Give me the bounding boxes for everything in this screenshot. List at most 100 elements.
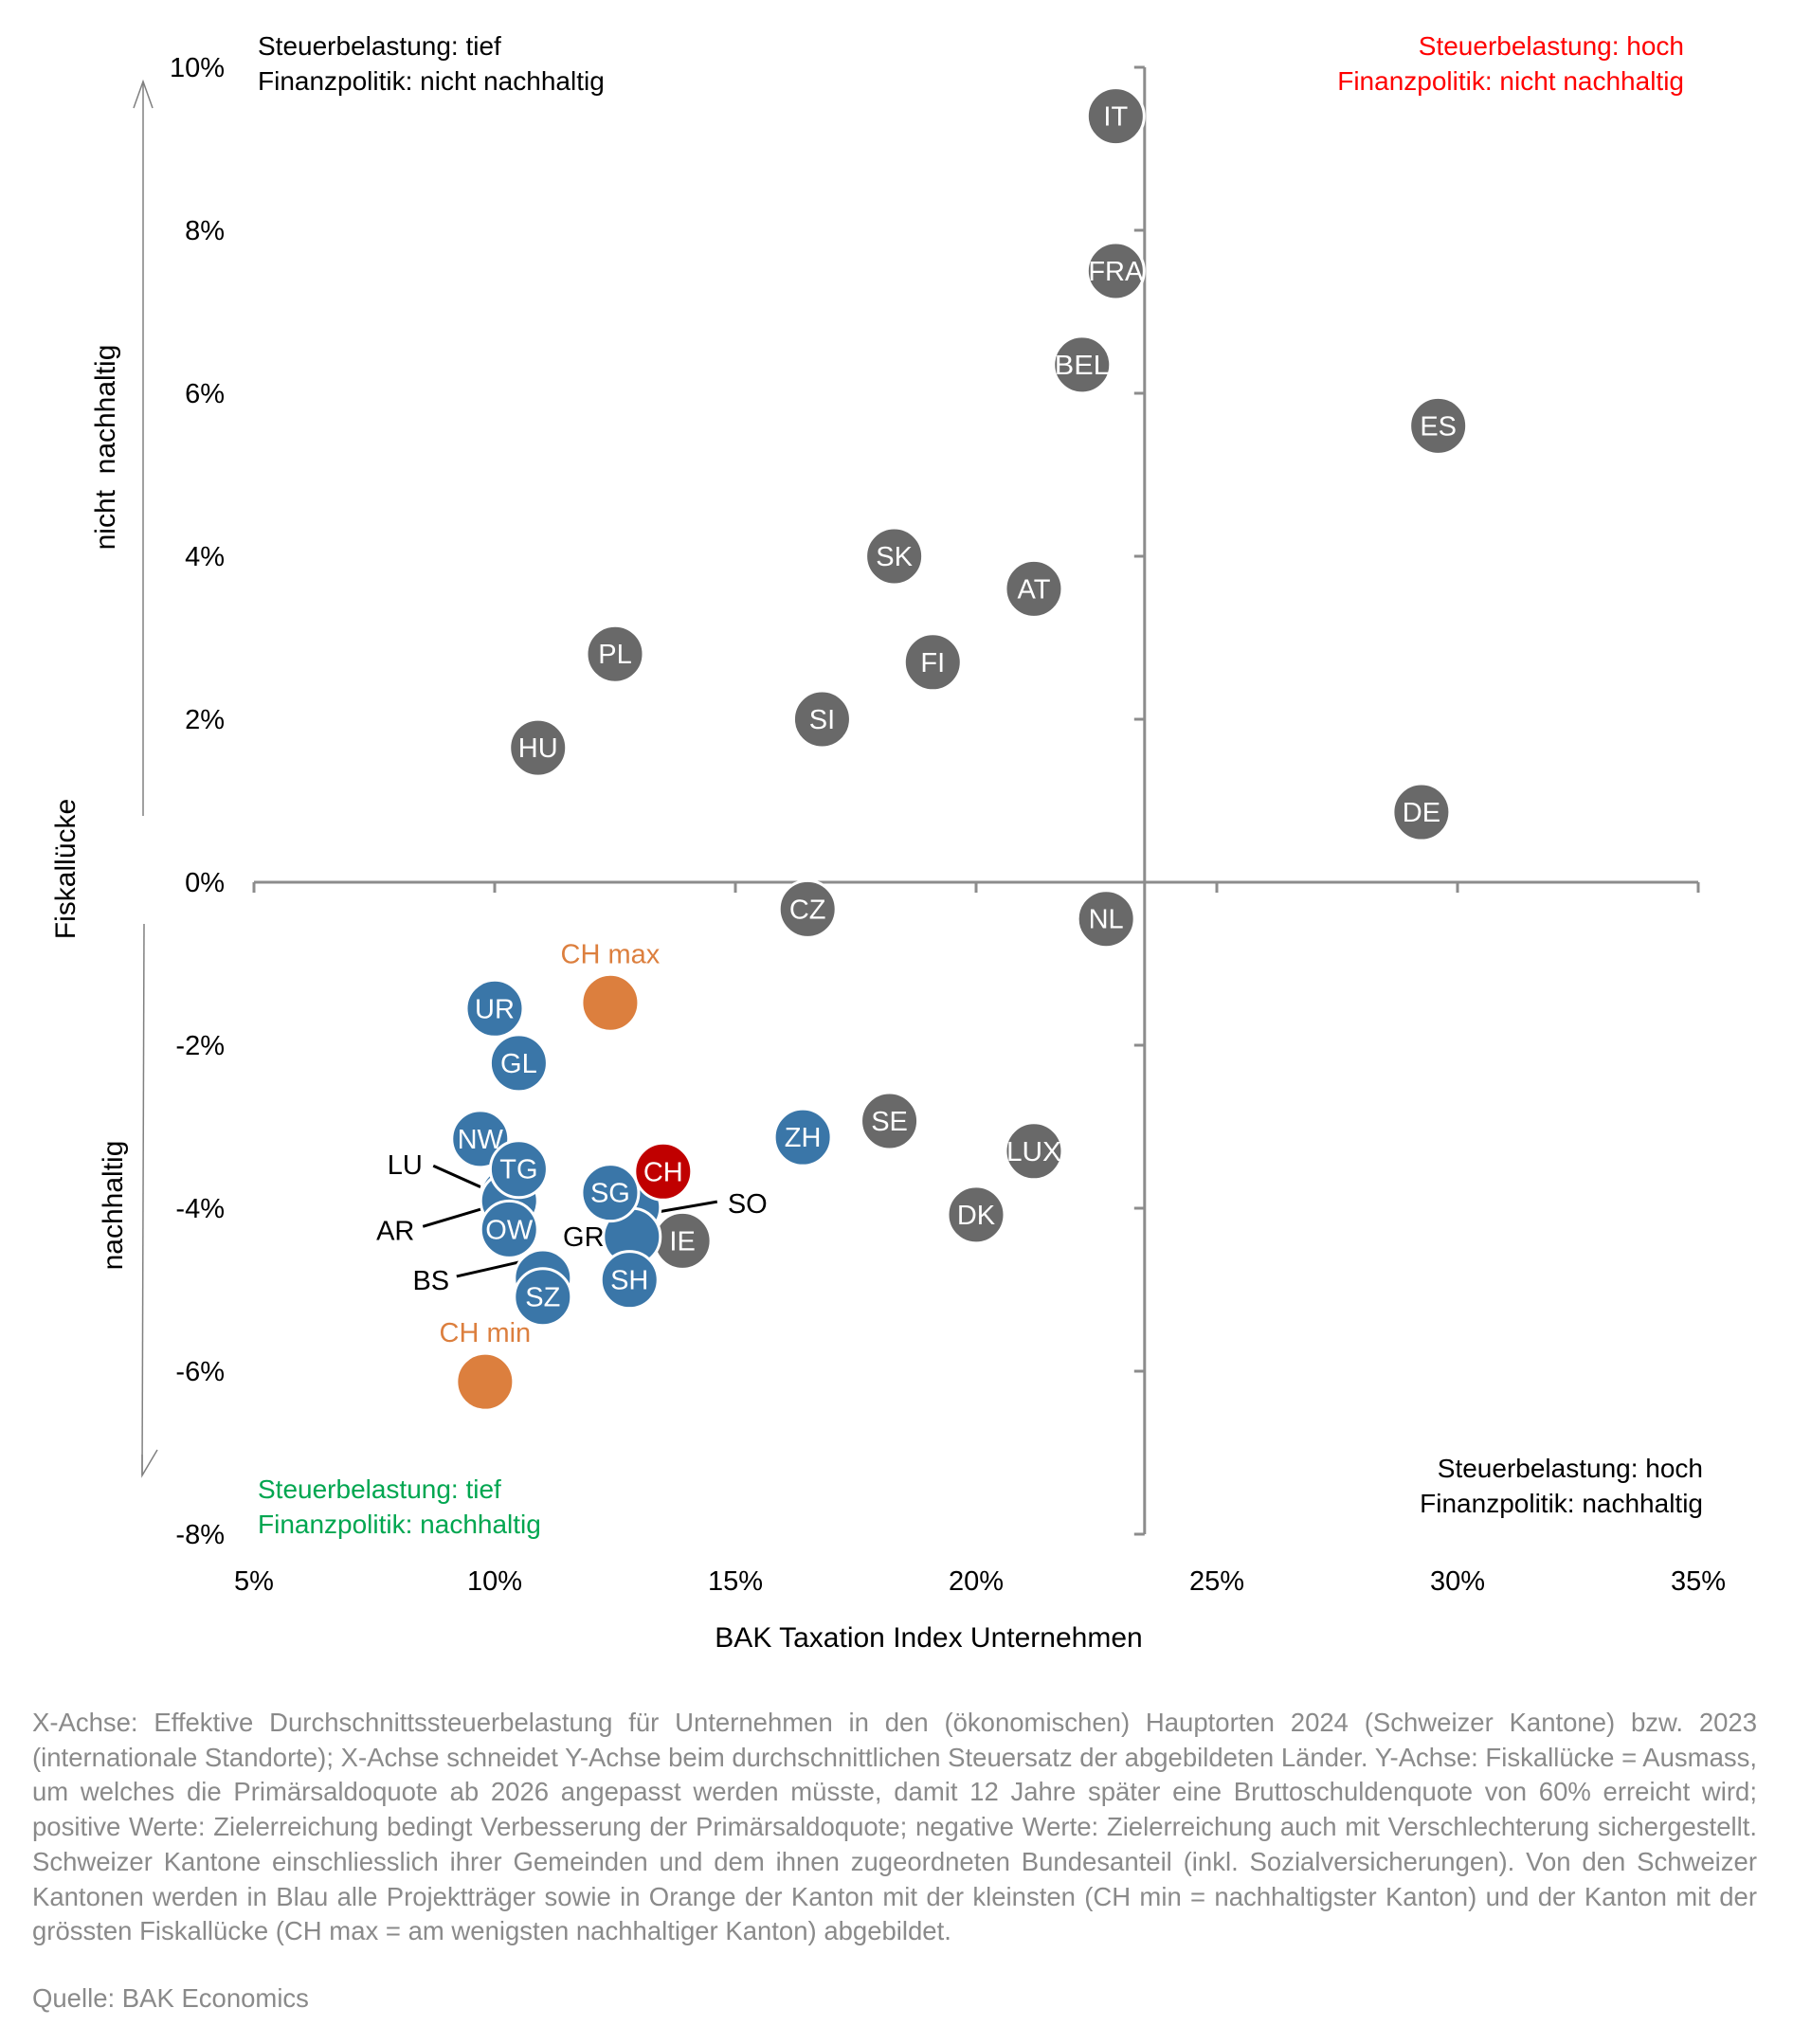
point-label: BEL: [1055, 351, 1110, 381]
quadrant-label-bottom-right: Steuerbelastung: hoch Finanzpolitik: nac…: [1420, 1451, 1703, 1521]
y-tick-label: 0%: [185, 868, 225, 898]
y-tick-label: 4%: [185, 542, 225, 572]
point-marker: [633, 1141, 694, 1202]
quadrant-br-line2: Finanzpolitik: nachhaltig: [1420, 1489, 1703, 1518]
point-sz: SZ: [513, 1267, 573, 1328]
y-tick-label: 10%: [170, 53, 225, 83]
footnote: X-Achse: Effektive Durchschnittssteuerbe…: [32, 1706, 1757, 1949]
point-label: IE: [669, 1226, 695, 1257]
callout-label-ar: AR: [376, 1216, 414, 1246]
point-label: DK: [957, 1201, 996, 1231]
x-axis-title: BAK Taxation Index Unternehmen: [715, 1622, 1143, 1654]
y-tick-label: 8%: [185, 216, 225, 246]
x-tick-label: 35%: [1671, 1566, 1726, 1597]
point-label: PL: [598, 640, 631, 670]
point-it: IT: [1085, 86, 1146, 147]
x-tick-label: 5%: [234, 1566, 274, 1597]
point-label: GL: [500, 1049, 537, 1079]
point-label: SE: [871, 1107, 908, 1137]
y-tick-label: 2%: [185, 705, 225, 735]
tick-labels: 5% 10% 15% 20% 25% 30% 35% 10% 8% 6% 4% 2% 0% -2% -4% -…: [170, 53, 1726, 1597]
callout-label-lu: LU: [388, 1150, 423, 1181]
y-tick-label: -2%: [175, 1031, 225, 1061]
y-tick-label: -8%: [175, 1520, 225, 1550]
quadrant-bl-line2: Finanzpolitik: nachhaltig: [258, 1510, 541, 1539]
point-ch: CH: [633, 1141, 694, 1202]
point-fra: FRA: [1085, 241, 1146, 301]
quadrant-label-bottom-left: Steuerbelastung: tief Finanzpolitik: nac…: [258, 1472, 541, 1542]
y-axis-title: Fiskallücke: [50, 798, 82, 940]
point-label: CH: [643, 1157, 683, 1187]
point-ow: OW: [479, 1199, 539, 1259]
axes: [252, 65, 1700, 1536]
point-label: DE: [1403, 798, 1440, 828]
callout-labels: LU AR SO GR BS: [376, 1150, 768, 1296]
source-note: Quelle: BAK Economics: [32, 1983, 309, 2013]
x-tick-label: 20%: [949, 1566, 1004, 1597]
quadrant-label-top-right: Steuerbelastung: hoch Finanzpolitik: nic…: [1337, 28, 1684, 99]
point-label: IT: [1103, 102, 1128, 133]
point-sg: SG: [580, 1163, 641, 1223]
point-label: SI: [809, 705, 835, 735]
callout-line-lu: [432, 1164, 489, 1192]
point-marker: [580, 972, 641, 1033]
point-nl: NL: [1076, 889, 1136, 950]
point-gl: GL: [488, 1033, 549, 1094]
point-lux: LUX: [1004, 1121, 1064, 1182]
point-hu: HU: [508, 717, 569, 778]
point-marker: [1085, 241, 1146, 301]
point-label: SG: [590, 1179, 630, 1209]
point-label: FI: [920, 648, 945, 678]
x-tick-label: 10%: [467, 1566, 522, 1597]
point-ch-min: CH min: [440, 1318, 532, 1412]
point-cz: CZ: [777, 878, 838, 939]
point-sh: SH: [599, 1250, 660, 1311]
point-de: DE: [1391, 782, 1452, 842]
point-label: CZ: [789, 895, 826, 925]
point-marker: [1004, 558, 1064, 619]
point-es: ES: [1408, 395, 1469, 456]
point-label: SH: [610, 1266, 648, 1296]
point-label: CH min: [440, 1318, 532, 1348]
point-dk: DK: [946, 1185, 1006, 1245]
point-ch-max: CH max: [561, 939, 661, 1033]
callout-label-so: SO: [728, 1189, 768, 1220]
point-label: CH max: [561, 939, 661, 969]
point-se: SE: [860, 1091, 920, 1151]
point-marker: [1004, 1121, 1064, 1182]
data-points: IT FRA BEL ES SK AT PL FI SI HU DE CZ NL SE LUX DK IE UR G…: [440, 86, 1469, 1412]
point-label: ZH: [785, 1123, 822, 1153]
scatter-chart: 5% 10% 15% 20% 25% 30% 35% 10% 8% 6% 4% 2% 0% -2% -4% -…: [133, 53, 1726, 1597]
point-marker: [772, 1107, 833, 1167]
point-marker: [864, 526, 925, 587]
quadrant-bl-line1: Steuerbelastung: tief: [258, 1474, 501, 1504]
point-si: SI: [791, 689, 852, 750]
point-zh: ZH: [772, 1107, 833, 1167]
point-label: SK: [876, 542, 913, 572]
quadrant-tl-line1: Steuerbelastung: tief: [258, 31, 501, 61]
point-at: AT: [1004, 558, 1064, 619]
arrow-up-icon: [133, 79, 154, 109]
point-marker: [479, 1199, 539, 1259]
quadrant-label-top-left: Steuerbelastung: tief Finanzpolitik: nic…: [258, 28, 605, 99]
point-tg: TG: [488, 1139, 549, 1200]
quadrant-br-line1: Steuerbelastung: hoch: [1437, 1454, 1703, 1483]
callout-label-bs: BS: [412, 1266, 449, 1296]
point-marker: [580, 1163, 641, 1223]
quadrant-tr-line2: Finanzpolitik: nicht nachhaltig: [1337, 66, 1684, 96]
point-label: FRA: [1088, 257, 1144, 287]
point-marker: [860, 1091, 920, 1151]
point-marker: [777, 878, 838, 939]
y-tick-label: -4%: [175, 1194, 225, 1224]
point-bel: BEL: [1052, 335, 1113, 395]
point-label: LUX: [1006, 1137, 1061, 1167]
point-label: ES: [1420, 411, 1457, 442]
point-label: HU: [518, 733, 558, 764]
point-marker: [1085, 86, 1146, 147]
point-marker: [1076, 889, 1136, 950]
y-direction-arrows: [133, 79, 158, 1478]
point-marker: [791, 689, 852, 750]
point-ur: UR: [464, 978, 525, 1039]
footnote-text: X-Achse: Effektive Durchschnittssteuerbe…: [32, 1708, 1757, 1946]
y-tick-label: 6%: [185, 379, 225, 409]
